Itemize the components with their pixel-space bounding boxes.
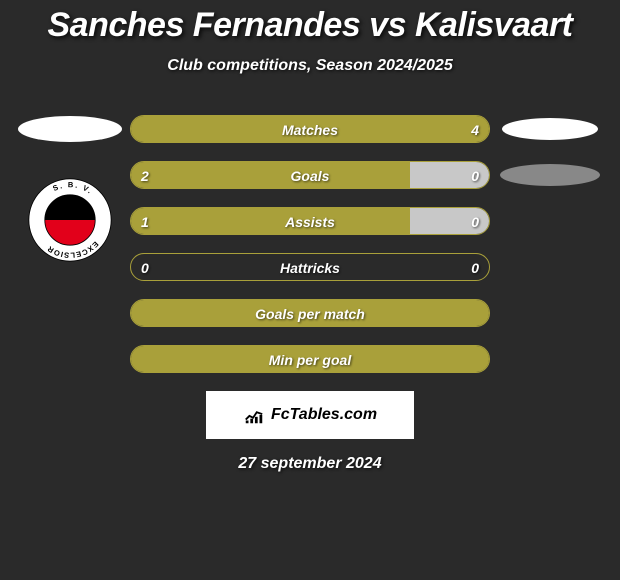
stat-bar: Goals2 0 bbox=[130, 161, 490, 189]
stat-label: Min per goal bbox=[131, 346, 489, 373]
stat-value-right: 4 bbox=[471, 116, 479, 143]
right-badge-slot bbox=[490, 118, 610, 140]
stat-row: Min per goal bbox=[10, 345, 610, 373]
chart-icon bbox=[243, 404, 265, 426]
left-badge-slot bbox=[10, 116, 130, 142]
stat-bar: Goals per match bbox=[130, 299, 490, 327]
stat-label: Matches bbox=[131, 116, 489, 143]
comparison-subtitle: Club competitions, Season 2024/2025 bbox=[0, 57, 620, 75]
stat-label: Goals bbox=[131, 162, 489, 189]
player-badge-left bbox=[18, 116, 122, 142]
club-badge-excelsior: S. B. V. EXCELSIOR bbox=[28, 178, 112, 262]
stat-bar: Assists1 0 bbox=[130, 207, 490, 235]
stat-bar: Min per goal bbox=[130, 345, 490, 373]
stat-bar: Hattricks0 0 bbox=[130, 253, 490, 281]
comparison-title: Sanches Fernandes vs Kalisvaart bbox=[0, 0, 620, 45]
stat-value-left: 2 bbox=[141, 162, 149, 189]
stat-value-right: 0 bbox=[471, 162, 479, 189]
stat-label: Assists bbox=[131, 208, 489, 235]
player-badge-right bbox=[500, 164, 600, 186]
stat-label: Hattricks bbox=[131, 254, 489, 281]
stat-value-left: 0 bbox=[141, 254, 149, 281]
stat-value-left: 1 bbox=[141, 208, 149, 235]
right-badge-slot bbox=[490, 164, 610, 186]
fctables-branding: FcTables.com bbox=[206, 391, 414, 439]
stat-row: Goals per match bbox=[10, 299, 610, 327]
stat-row: Matches4 bbox=[10, 115, 610, 143]
stat-label: Goals per match bbox=[131, 300, 489, 327]
branding-text: FcTables.com bbox=[271, 406, 377, 424]
footer-date: 27 september 2024 bbox=[0, 455, 620, 473]
player-badge-right bbox=[502, 118, 598, 140]
stat-value-right: 0 bbox=[471, 254, 479, 281]
stat-bar: Matches4 bbox=[130, 115, 490, 143]
stat-value-right: 0 bbox=[471, 208, 479, 235]
